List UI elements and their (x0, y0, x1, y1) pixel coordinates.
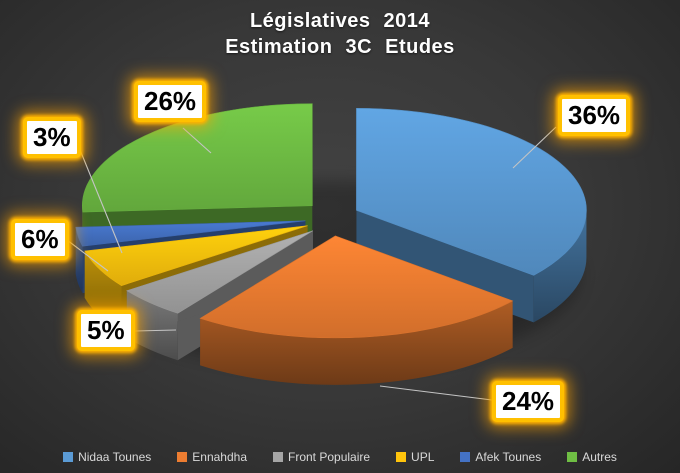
callout-leader-line (512, 126, 557, 169)
chart-legend: Nidaa Tounes Ennahdha Front Populaire UP… (0, 450, 680, 464)
callout-leader-line (182, 127, 212, 154)
legend-item-ennahdha: Ennahdha (177, 450, 247, 464)
pie-slice-upl (84, 225, 308, 286)
legend-label: Afek Tounes (475, 450, 542, 464)
legend-label: Front Populaire (288, 450, 371, 464)
legend-item-afek-tounes: Afek Tounes (460, 450, 541, 464)
callout-leader-line (66, 239, 109, 272)
legend-label: Autres (582, 450, 617, 464)
pie-slice-nidaa-tounes (356, 108, 587, 276)
callout-autres: 26% (134, 81, 207, 122)
legend-swatch-front-populaire (273, 452, 283, 462)
pie-slice-front-populaire (126, 230, 314, 314)
chart-title: Législatives 2014 Estimation 3C Etudes (0, 8, 680, 60)
legend-item-upl: UPL (396, 450, 434, 464)
legend-item-autres: Autres (567, 450, 617, 464)
callout-leader-line (75, 139, 123, 254)
callout-upl: 6% (11, 219, 69, 260)
callout-afek-tounes: 3% (23, 117, 81, 158)
legend-label: Ennahdha (192, 450, 247, 464)
callout-leader-line (134, 329, 177, 332)
legend-swatch-nidaa-tounes (63, 452, 74, 462)
pie-slice-afek-tounes (75, 220, 306, 247)
legend-label: UPL (411, 450, 435, 464)
legend-swatch-autres (567, 452, 578, 462)
legend-swatch-ennahdha (177, 452, 188, 462)
chart-title-line1: Législatives 2014 (249, 10, 431, 32)
pie-slice-wall-ennahdha (200, 300, 513, 385)
pie-slice-ennahdha (199, 235, 514, 339)
callout-nidaa-tounes: 36% (558, 95, 631, 136)
legend-item-nidaa-tounes: Nidaa Tounes (63, 450, 151, 464)
pie-slice-autres (82, 103, 313, 213)
chart-title-line2: Estimation 3C Etudes (225, 36, 455, 58)
pie-slice-group-ennahdha (199, 235, 514, 385)
callout-front-populaire: 5% (77, 310, 135, 351)
legend-swatch-upl (396, 452, 407, 462)
legend-swatch-afek-tounes (460, 452, 471, 462)
callout-ennahdha: 24% (492, 381, 565, 422)
callout-leader-line (379, 385, 493, 401)
legend-label: Nidaa Tounes (78, 450, 152, 464)
legend-item-front-populaire: Front Populaire (273, 450, 370, 464)
pie-slice-wall-front-populaire (126, 290, 178, 361)
pie-slice-wall-nidaa-tounes (533, 210, 587, 323)
